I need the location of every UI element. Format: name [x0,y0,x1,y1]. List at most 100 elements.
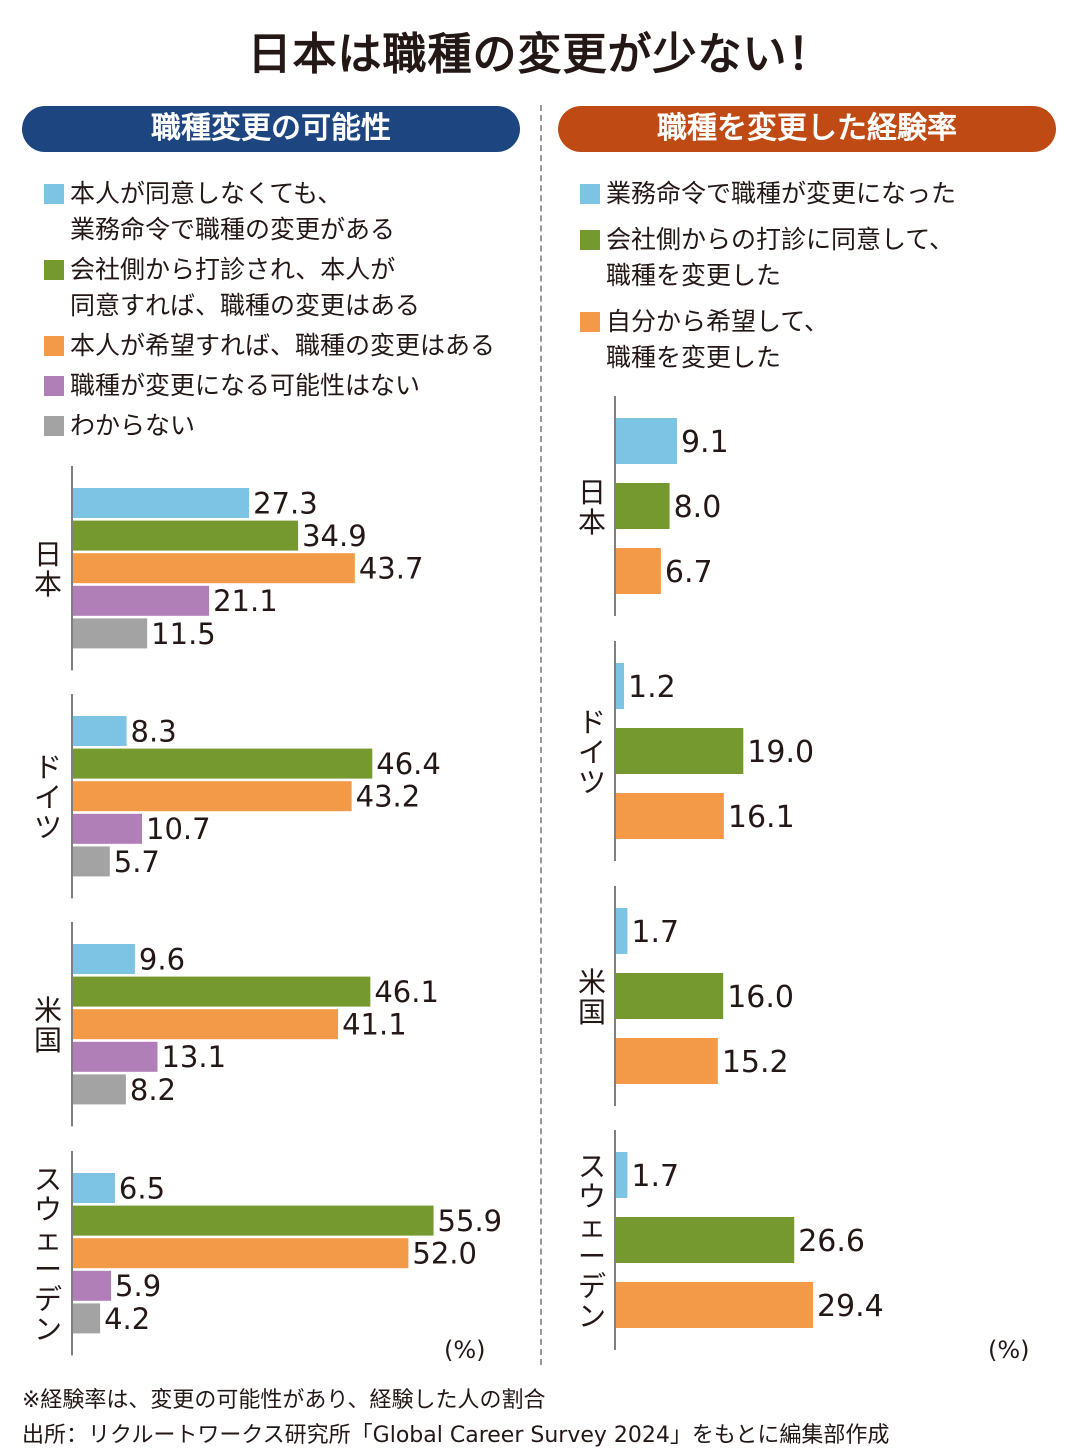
right-legend: 業務命令で職種が変更になった会社側からの打診に同意して、 職種を変更した 自分から… [580,176,956,386]
legend-label: 会社側からの打診に同意して、 職種を変更した [606,225,955,290]
value-label: 5.7 [114,845,160,879]
category-label: 米国 [578,966,606,1029]
category-label: 日本 [34,538,62,601]
legend-label: わからない [70,411,196,440]
value-label: 6.5 [119,1171,165,1205]
bar [616,1282,813,1328]
value-label: 41.1 [342,1008,407,1042]
legend-swatch [44,376,64,396]
bar [73,488,250,518]
bar [616,663,625,709]
bar [73,1238,409,1269]
value-label: 1.7 [631,1159,679,1194]
bar [73,553,355,584]
category-label: スウェーデン [578,1150,606,1333]
divider [540,105,542,1365]
left-chart-header: 職種変更の可能性 [22,106,520,152]
value-label: 16.1 [728,800,795,835]
bar [616,728,744,774]
left-unit-label: (%) [444,1336,486,1364]
footnote: ※経験率は、変更の可能性があり、経験した人の割合 [22,1388,546,1413]
legend-item: 本人が同意しなくても、 業務命令で職種の変更がある [44,176,495,248]
legend-label: 本人が同意しなくても、 業務命令で職種の変更がある [70,179,396,244]
value-label: 8.3 [131,714,177,748]
value-label: 55.9 [438,1204,503,1238]
right-chart-header: 職種を変更した経験率 [558,106,1056,152]
bar [73,1041,158,1072]
legend-swatch [580,312,600,332]
bar [73,1270,112,1301]
category-label: 米国 [34,994,62,1057]
right-unit-label: (%) [988,1336,1030,1364]
legend-label: 本人が希望すれば、職種の変更はある [70,331,496,360]
legend-swatch [580,230,600,250]
bar [616,1152,628,1198]
legend-swatch [44,416,64,436]
value-label: 21.1 [213,584,278,618]
bar [73,944,135,974]
bar [73,1074,126,1105]
legend-label: 業務命令で職種が変更になった [606,179,957,208]
bar [616,908,628,954]
value-label: 26.6 [798,1224,865,1259]
value-label: 19.0 [747,735,814,770]
legend-item: 会社側から打診され、本人が 同意すれば、職種の変更はある [44,252,495,324]
bar [73,781,352,812]
bar [616,973,724,1019]
page-title: 日本は職種の変更が少ない！ [247,29,833,80]
bar [616,1217,795,1263]
bar [616,418,677,464]
value-label: 11.5 [151,617,216,651]
value-label: 9.1 [681,425,729,460]
value-label: 43.7 [359,552,424,586]
legend-swatch [44,336,64,356]
value-label: 29.4 [817,1289,884,1324]
value-label: 46.1 [374,975,439,1009]
value-label: 4.2 [104,1302,150,1336]
value-label: 1.2 [628,670,676,705]
source-note: 出所：リクルートワークス研究所「Global Career Survey 202… [22,1423,890,1448]
bar [73,618,148,649]
legend-item: 業務命令で職種が変更になった [580,176,956,212]
value-label: 6.7 [665,555,713,590]
value-label: 52.0 [412,1237,477,1271]
value-label: 13.1 [161,1040,226,1074]
value-label: 15.2 [722,1045,789,1080]
legend-swatch [44,184,64,204]
category-label: 日本 [578,476,606,539]
category-label: スウェーデン [34,1163,62,1346]
bar [616,1038,718,1084]
legend-item: わからない [44,408,495,444]
bar [616,548,661,594]
value-label: 1.7 [631,915,679,950]
legend-swatch [44,260,64,280]
legend-item: 職種が変更になる可能性はない [44,368,495,404]
bar [73,1303,101,1334]
legend-item: 自分から希望して、 職種を変更した [580,304,956,376]
bar [73,846,110,877]
value-label: 34.9 [302,519,367,553]
bar [616,793,724,839]
bar [73,976,371,1007]
bar [73,585,210,616]
value-label: 10.7 [146,812,211,846]
bar [73,748,373,779]
legend-item: 会社側からの打診に同意して、 職種を変更した [580,222,956,294]
legend-item: 本人が希望すれば、職種の変更はある [44,328,495,364]
category-label: ドイツ [578,706,606,799]
value-label: 16.0 [727,980,794,1015]
legend-label: 会社側から打診され、本人が 同意すれば、職種の変更はある [70,255,421,320]
value-label: 46.4 [376,747,441,781]
value-label: 43.2 [356,780,421,814]
bar [73,1009,339,1040]
bar [73,813,143,844]
left-legend: 本人が同意しなくても、 業務命令で職種の変更がある 会社側から打診され、本人が 同… [44,176,495,448]
bar [73,1173,115,1203]
bar [73,716,127,746]
value-label: 5.9 [115,1269,161,1303]
legend-label: 自分から希望して、 職種を変更した [606,307,830,372]
value-label: 8.2 [130,1073,176,1107]
legend-label: 職種が変更になる可能性はない [70,371,421,400]
